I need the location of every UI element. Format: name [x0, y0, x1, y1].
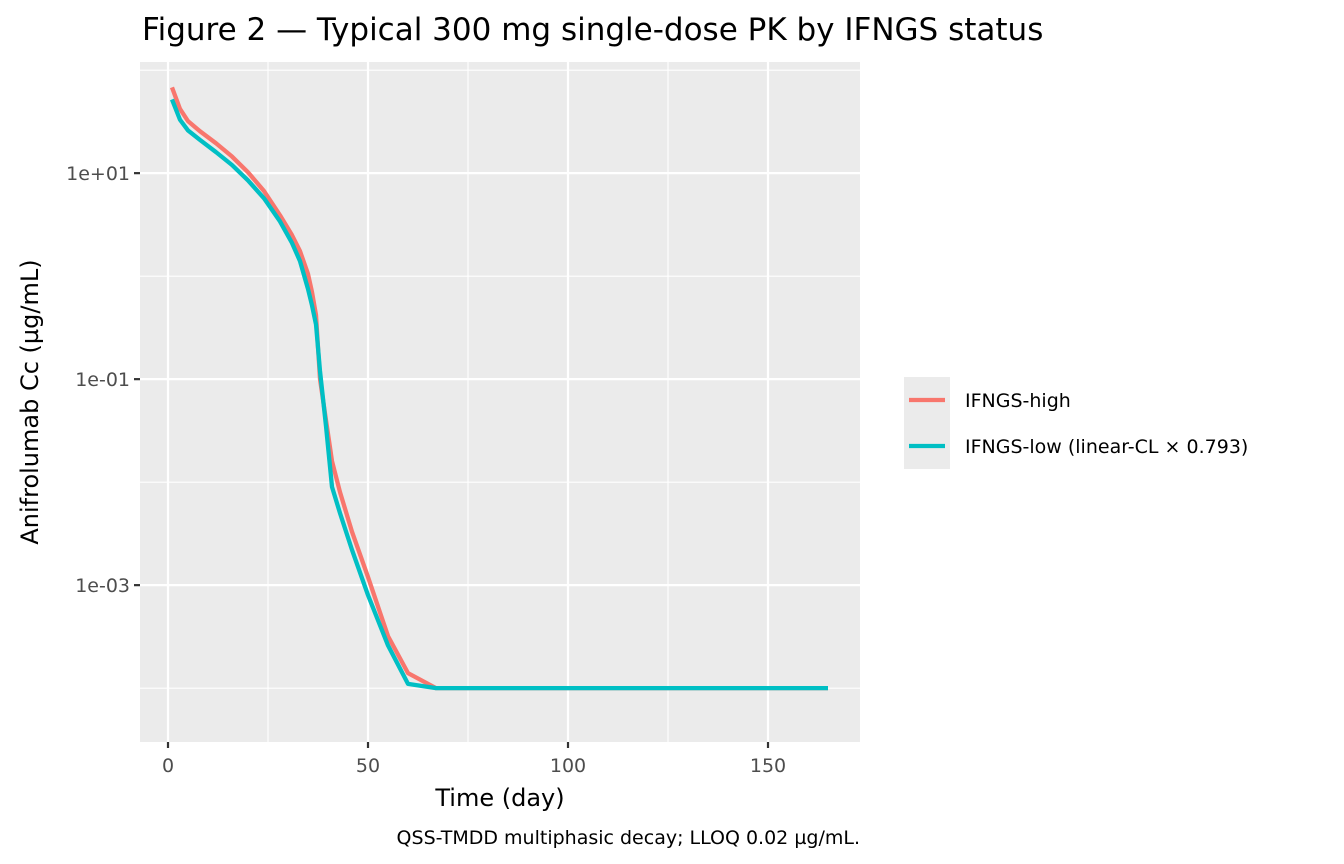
chart-caption: QSS-TMDD multiphasic decay; LLOQ 0.02 µg…: [397, 827, 860, 849]
x-tick-label: 50: [356, 755, 380, 777]
y-tick-label: 1e-01: [75, 369, 130, 391]
series-lines: [169, 86, 828, 691]
minor-gridlines: [140, 62, 860, 742]
x-tick-label: 100: [550, 755, 586, 777]
legend-label: IFNGS-low (linear-CL × 0.793): [965, 436, 1248, 458]
plot-panel: [140, 62, 860, 742]
y-axis-title: Anifrolumab Cc (µg/mL): [16, 259, 44, 544]
x-tick-label: 0: [162, 755, 174, 777]
tick-labels: 0 50 100 150 1e+01 1e-01 1e-03: [66, 163, 786, 777]
chart-title: Figure 2 — Typical 300 mg single-dose PK…: [142, 12, 1043, 48]
major-gridlines: [140, 62, 860, 742]
legend-label: IFNGS-high: [965, 390, 1071, 412]
legend: IFNGS-high IFNGS-low (linear-CL × 0.793): [904, 377, 1248, 469]
series-line-ifngs-high: [169, 86, 828, 691]
axis-ticks: [134, 172, 770, 748]
series-line-ifngs-low: [169, 98, 828, 691]
y-tick-label: 1e+01: [66, 163, 130, 185]
x-tick-label: 150: [750, 755, 786, 777]
x-axis-title: Time (day): [434, 784, 564, 812]
y-tick-label: 1e-03: [75, 575, 130, 597]
